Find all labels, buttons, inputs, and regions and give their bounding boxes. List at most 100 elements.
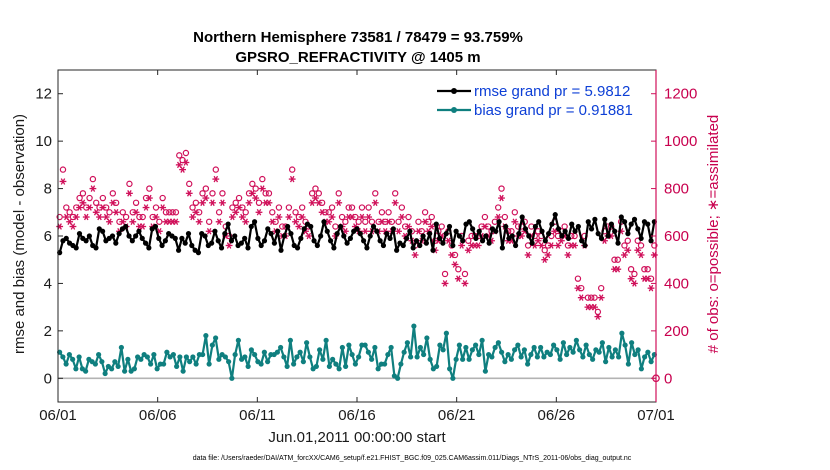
obs-assimilated-point — [205, 227, 213, 235]
obs-possible-point — [441, 270, 449, 278]
y-tick-label-left: 2 — [44, 323, 52, 340]
y-tick-label-left: 0 — [44, 370, 52, 387]
obs-assimilated-point — [395, 227, 402, 235]
obs-assimilated-point — [564, 251, 572, 259]
star-stroke — [343, 227, 348, 235]
bias-point — [570, 349, 576, 355]
rmse-point — [364, 245, 370, 251]
bias-point — [385, 351, 391, 358]
bias-point — [346, 342, 352, 348]
rmse-point — [516, 231, 522, 237]
obs-assimilated-point — [225, 242, 233, 249]
obs-assimilated-point — [305, 232, 313, 240]
bias-point — [92, 361, 98, 367]
bias-point — [590, 356, 596, 362]
rmse-point — [486, 240, 492, 246]
obs-assimilated-point — [637, 251, 645, 259]
star-stroke — [539, 242, 544, 249]
obs-possible-point — [524, 242, 532, 249]
rmse-point — [493, 228, 499, 234]
rmse-point — [420, 233, 426, 239]
rmse-point — [476, 228, 482, 234]
x-axis: 06/01 06/06 06/11 06/16 06/21 06/26 07/01 — [39, 70, 675, 424]
obs-possible-point — [368, 218, 376, 225]
bias-point — [323, 337, 329, 343]
bias-point — [528, 351, 534, 358]
bias-point — [209, 342, 215, 348]
rmse-point — [598, 235, 605, 241]
obs-assimilated-point — [79, 199, 87, 207]
bias-point — [479, 337, 485, 343]
obs-assimilated-point — [441, 280, 449, 287]
obs-assimilated-point — [145, 194, 153, 202]
star-stroke — [200, 199, 205, 207]
obs-assimilated-point — [195, 218, 203, 226]
y-tick-label-left: 10 — [35, 133, 52, 150]
obs-assimilated-point — [139, 223, 147, 230]
rmse-point — [588, 226, 595, 232]
star-stroke — [412, 251, 418, 259]
obs-possible-point — [235, 194, 243, 202]
bias-markers — [57, 323, 657, 381]
bias-point — [206, 361, 212, 367]
y-axis-label-right: # of obs: o=possible; ∗=assimilated — [705, 115, 722, 354]
obs-assimilated-point — [378, 218, 386, 226]
star-stroke — [266, 199, 272, 207]
obs-assimilated-point — [92, 209, 100, 216]
bias-point — [388, 344, 394, 351]
obs-possible-point — [56, 213, 63, 221]
obs-assimilated-point — [185, 190, 193, 197]
y-tick-label-right: 800 — [664, 181, 689, 198]
obs-assimilated-point — [405, 223, 412, 230]
obs-possible-point — [395, 218, 402, 225]
bias-point — [421, 351, 427, 358]
star-stroke — [446, 237, 451, 245]
star-stroke — [406, 223, 411, 230]
obs-possible-point — [209, 190, 216, 197]
rmse-point — [248, 223, 254, 230]
obs-possible-point — [338, 213, 346, 221]
obs-assimilated-point — [315, 199, 323, 207]
star-stroke — [270, 218, 275, 226]
rmse-point — [370, 223, 377, 230]
star-stroke — [329, 213, 335, 221]
obs-possible-point — [398, 204, 406, 211]
rmse-point — [357, 231, 363, 237]
bias-point — [564, 351, 570, 358]
star-stroke — [532, 242, 538, 249]
obs-possible-point — [348, 204, 356, 211]
obs-assimilated-point — [398, 213, 406, 221]
obs-assimilated-point — [547, 242, 555, 249]
bias-point — [76, 354, 82, 360]
star-stroke — [240, 213, 245, 221]
obs-assimilated-point — [358, 213, 366, 221]
bias-point — [476, 351, 482, 358]
bias-point — [599, 340, 605, 346]
star-stroke — [632, 280, 637, 287]
star-stroke — [316, 199, 322, 207]
obs-possible-point — [641, 266, 648, 273]
bias-point — [115, 363, 121, 370]
bias-point — [538, 344, 544, 351]
bias-point — [83, 368, 89, 374]
rmse-point — [159, 242, 165, 249]
bias-point — [248, 347, 254, 353]
bias-point — [408, 354, 414, 360]
rmse-point — [212, 228, 218, 234]
star-stroke — [638, 251, 644, 259]
bias-point — [632, 351, 638, 358]
bias-point — [414, 354, 420, 360]
rmse-point — [374, 228, 380, 234]
rmse-point — [512, 242, 519, 249]
obs-assimilated-point — [56, 223, 64, 230]
obs-possible-point — [265, 190, 273, 197]
star-stroke — [130, 218, 136, 226]
star-stroke — [386, 218, 391, 226]
obs-assimilated-point — [631, 280, 638, 287]
obs-assimilated-point — [647, 284, 655, 292]
rmse-point — [202, 233, 208, 239]
bias-point — [278, 344, 284, 351]
star-stroke — [299, 213, 305, 221]
rmse-point — [314, 242, 320, 249]
bias-point — [372, 344, 378, 351]
